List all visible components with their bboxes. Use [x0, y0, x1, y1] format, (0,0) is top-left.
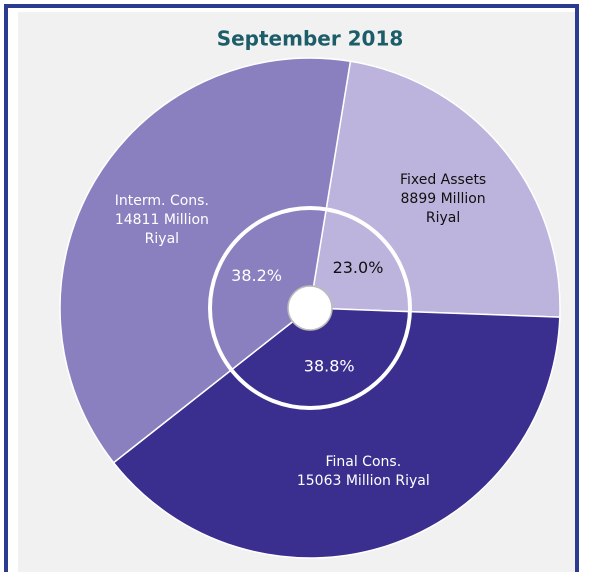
- pie-slice: [112, 307, 561, 559]
- slice-label: Final Cons. 15063 Million Riyal: [258, 440, 468, 504]
- label-line: 14811 Million Riyal: [114, 212, 209, 248]
- chart-title: September 2018: [217, 27, 404, 51]
- pie-slice: [59, 57, 352, 464]
- label-line: 8899 Million Riyal: [400, 190, 486, 226]
- percent-label: 38.8%: [304, 356, 355, 375]
- percent-label: 38.2%: [231, 266, 282, 285]
- label-line: Interm. Cons.: [114, 193, 209, 210]
- center-hole: [287, 285, 333, 331]
- slice-label-text: Final Cons. 15063 Million Riyal: [258, 440, 468, 504]
- label-line: Final Cons.: [325, 453, 402, 470]
- slice-label: Interm. Cons. 14811 Million Riyal: [102, 189, 222, 253]
- label-line: 15063 Million Riyal: [296, 472, 430, 489]
- frame: [4, 4, 579, 572]
- slice-label-text: Interm. Cons. 14811 Million Riyal: [102, 189, 222, 253]
- percent-label: 23.0%: [333, 258, 384, 277]
- inner-ring: [208, 206, 412, 410]
- pie-slice: [309, 60, 561, 318]
- label-line: Fixed Assets: [399, 171, 487, 188]
- slice-label: Fixed Assets 8899 Million Riyal: [383, 167, 503, 231]
- slice-label-text: Fixed Assets 8899 Million Riyal: [383, 167, 503, 231]
